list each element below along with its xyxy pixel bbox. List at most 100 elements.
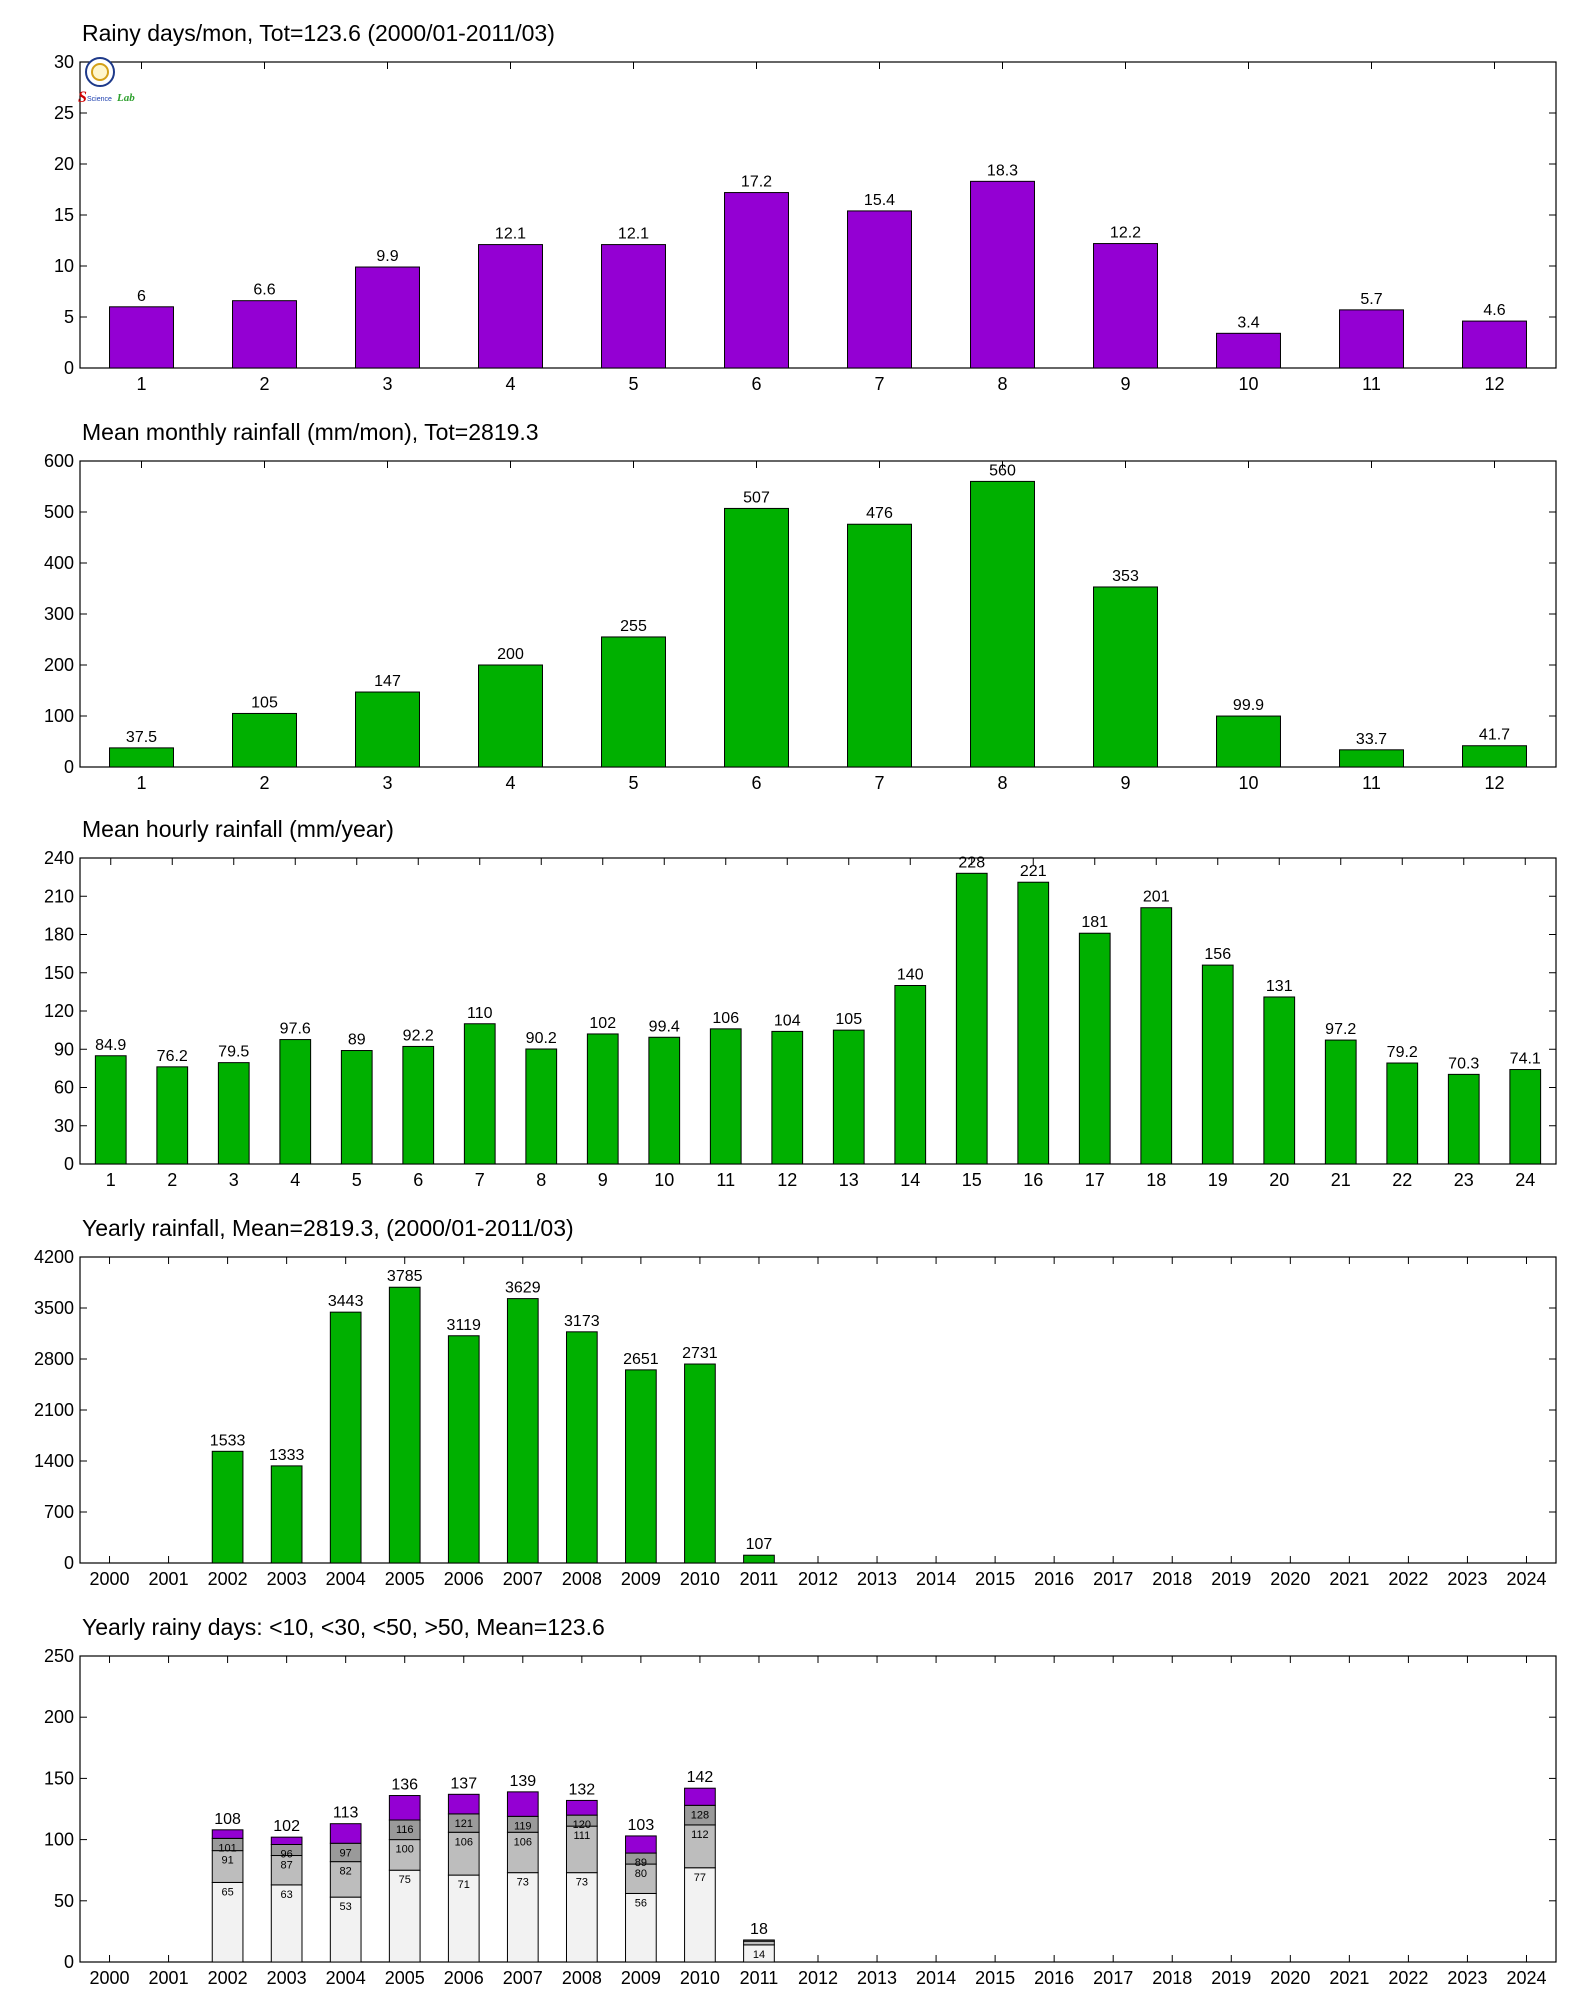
- segment-lt30: [270, 1855, 303, 1886]
- x-tick-label: 19: [1208, 1170, 1228, 1190]
- bar-value-label: 181: [1081, 914, 1108, 931]
- x-tick-label: 2011: [740, 1569, 779, 1589]
- bar: [270, 1465, 303, 1564]
- segment-label: 77: [694, 1872, 706, 1884]
- bar-value-label: 3173: [564, 1313, 600, 1330]
- x-tick-label: 2018: [1152, 1569, 1192, 1589]
- y-tick-label: 3500: [34, 1298, 74, 1318]
- bar: [217, 1062, 250, 1165]
- segment-label: 87: [281, 1860, 293, 1872]
- x-tick-label: 10: [654, 1170, 674, 1190]
- x-tick-label: 2008: [562, 1569, 602, 1589]
- x-tick-label: 8: [997, 773, 1007, 793]
- x-tick-label: 12: [1484, 773, 1504, 793]
- y-tick-label: 300: [44, 604, 74, 624]
- x-tick-label: 20: [1269, 1170, 1289, 1190]
- bar-value-label: 105: [251, 694, 278, 711]
- bar: [1462, 320, 1527, 369]
- segment-gt50: [565, 1799, 598, 1816]
- x-tick-label: 2017: [1093, 1569, 1133, 1589]
- bar: [894, 985, 927, 1165]
- y-tick-label: 200: [44, 655, 74, 675]
- x-tick-label: 2001: [149, 1569, 189, 1589]
- x-tick-label: 2005: [385, 1569, 425, 1589]
- x-tick-label: 7: [475, 1170, 485, 1190]
- bar: [724, 192, 789, 369]
- x-tick-label: 2: [259, 773, 269, 793]
- x-tick-label: 2021: [1329, 1569, 1369, 1589]
- bar-value-label: 228: [958, 854, 985, 871]
- x-tick-label: 2018: [1152, 1968, 1192, 1988]
- bar: [340, 1050, 373, 1165]
- bar: [1078, 932, 1111, 1165]
- segment-lt10: [506, 1872, 539, 1963]
- bar-value-label: 17.2: [741, 174, 772, 191]
- x-tick-label: 2022: [1388, 1968, 1428, 1988]
- x-tick-label: 3: [382, 773, 392, 793]
- y-tick-label: 240: [44, 848, 74, 868]
- bar-value-label: 3.4: [1237, 314, 1259, 331]
- x-tick-label: 1: [106, 1170, 116, 1190]
- y-tick-label: 25: [54, 103, 74, 123]
- x-tick-label: 2007: [503, 1968, 543, 1988]
- y-tick-label: 30: [54, 52, 74, 72]
- x-tick-label: 2023: [1447, 1569, 1487, 1589]
- bar-total-label: 18: [750, 1921, 768, 1938]
- y-tick-label: 60: [54, 1078, 74, 1098]
- bar: [724, 507, 789, 768]
- chart-title: Mean hourly rainfall (mm/year): [82, 816, 394, 842]
- bar: [1216, 715, 1281, 768]
- x-tick-label: 24: [1515, 1170, 1535, 1190]
- segment-gt50: [625, 1835, 657, 1854]
- bar: [463, 1023, 496, 1165]
- bar: [709, 1028, 742, 1165]
- x-tick-label: 2010: [680, 1569, 720, 1589]
- bar: [1140, 907, 1173, 1165]
- y-tick-label: 2800: [34, 1349, 74, 1369]
- y-tick-label: 0: [64, 757, 74, 777]
- x-tick-label: 2004: [326, 1968, 366, 1988]
- segment-gt50: [270, 1836, 303, 1845]
- x-tick-label: 11: [1362, 773, 1381, 793]
- bar-value-label: 84.9: [95, 1037, 126, 1054]
- bar: [279, 1039, 312, 1165]
- bar-total-label: 139: [509, 1773, 536, 1790]
- bar: [1509, 1069, 1542, 1165]
- y-tick-label: 100: [44, 706, 74, 726]
- bar-value-label: 110: [467, 1005, 493, 1022]
- bar: [1093, 586, 1158, 768]
- bar: [601, 244, 666, 369]
- x-tick-label: 11: [716, 1170, 735, 1190]
- segment-label: 96: [281, 1848, 293, 1860]
- x-tick-label: 9: [1120, 773, 1130, 793]
- x-tick-label: 9: [1120, 374, 1130, 394]
- bar-value-label: 18.3: [987, 162, 1018, 179]
- x-tick-label: 16: [1023, 1170, 1043, 1190]
- y-tick-label: 4200: [34, 1247, 74, 1267]
- x-tick-label: 1: [136, 374, 146, 394]
- y-tick-label: 15: [54, 205, 74, 225]
- x-tick-label: 2023: [1447, 1968, 1487, 1988]
- segment-label: 111: [573, 1830, 590, 1842]
- bar-value-label: 201: [1143, 889, 1170, 906]
- bar-value-label: 4.6: [1483, 302, 1505, 319]
- x-tick-label: 2005: [385, 1968, 425, 1988]
- segment-label: 106: [455, 1836, 473, 1848]
- segment-label: 75: [399, 1874, 411, 1886]
- bar-value-label: 102: [589, 1015, 616, 1032]
- y-tick-label: 150: [44, 1768, 74, 1788]
- x-tick-label: 12: [1484, 374, 1504, 394]
- x-tick-label: 6: [413, 1170, 423, 1190]
- segment-label: 106: [514, 1836, 532, 1848]
- bar: [355, 266, 420, 369]
- bar-value-label: 107: [746, 1536, 773, 1553]
- bar-value-label: 476: [866, 505, 893, 522]
- bar-value-label: 99.9: [1233, 697, 1264, 714]
- bar: [1017, 881, 1050, 1165]
- segment-gt50: [684, 1787, 716, 1806]
- bar: [388, 1286, 421, 1564]
- y-tick-label: 0: [64, 358, 74, 378]
- y-tick-label: 0: [64, 1154, 74, 1174]
- x-tick-label: 2020: [1270, 1569, 1310, 1589]
- bar-total-label: 132: [568, 1781, 595, 1798]
